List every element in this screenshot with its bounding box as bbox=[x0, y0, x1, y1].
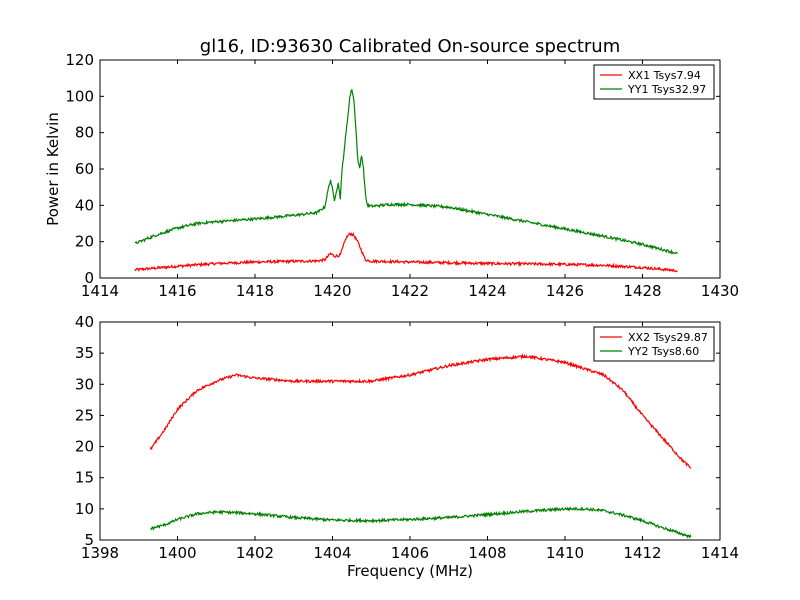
y-tick-label: 15 bbox=[75, 469, 94, 487]
x-tick-label: 1406 bbox=[391, 544, 429, 562]
x-tick-label: 1424 bbox=[468, 282, 506, 300]
legend-label: XX1 Tsys7.94 bbox=[628, 69, 701, 82]
series-line-1-1 bbox=[150, 506, 692, 539]
series-group bbox=[149, 353, 692, 539]
y-axis-label: Power in Kelvin bbox=[44, 112, 62, 226]
x-tick-label: 1430 bbox=[701, 282, 739, 300]
plot-frame bbox=[99, 59, 721, 279]
x-tick-label: 1420 bbox=[313, 282, 351, 300]
y-tick-label: 25 bbox=[75, 406, 94, 424]
y-tick-label: 100 bbox=[65, 87, 94, 105]
x-tick-label: 1418 bbox=[236, 282, 274, 300]
x-tick-label: 1398 bbox=[81, 544, 119, 562]
legend-label: YY2 Tsys8.60 bbox=[627, 345, 699, 358]
x-tick-label: 1428 bbox=[623, 282, 661, 300]
x-tick-label: 1404 bbox=[313, 544, 351, 562]
x-tick-label: 1400 bbox=[158, 544, 196, 562]
series-line-1-0 bbox=[149, 353, 692, 469]
legend-box bbox=[593, 326, 715, 362]
x-tick-label: 1408 bbox=[468, 544, 506, 562]
x-tick-label: 1422 bbox=[391, 282, 429, 300]
y-tick-label: 120 bbox=[65, 51, 94, 69]
x-tick-label: 1414 bbox=[81, 282, 119, 300]
legend-label: XX2 Tsys29.87 bbox=[628, 331, 708, 344]
y-tick-label: 20 bbox=[75, 438, 94, 456]
y-tick-label: 40 bbox=[75, 196, 94, 214]
y-tick-label: 60 bbox=[75, 160, 94, 178]
x-axis-label: Frequency (MHz) bbox=[347, 562, 473, 580]
y-tick-label: 35 bbox=[75, 344, 94, 362]
x-tick-label: 1416 bbox=[158, 282, 196, 300]
plot-frame bbox=[99, 321, 721, 541]
y-tick-label: 80 bbox=[75, 124, 94, 142]
x-tick-label: 1402 bbox=[236, 544, 274, 562]
y-tick-label: 20 bbox=[75, 233, 94, 251]
legend-label: YY1 Tsys32.97 bbox=[627, 83, 706, 96]
series-group bbox=[134, 88, 678, 273]
bottom-panel: 1398 1400 1402 1404 1406 1408 1410 1412 1414 5 10 1… bbox=[75, 313, 739, 580]
top-panel: 1414 1416 1418 1420 1422 1424 1426 1428 1430 0 20 4… bbox=[44, 36, 739, 300]
x-tick-label: 1426 bbox=[546, 282, 584, 300]
y-tick-label: 30 bbox=[75, 375, 94, 393]
legend-box bbox=[593, 64, 715, 100]
chart-title: gl16, ID:93630 Calibrated On-source spec… bbox=[200, 36, 620, 57]
y-tick-label: 40 bbox=[75, 313, 94, 331]
x-tick-label: 1414 bbox=[701, 544, 739, 562]
x-tick-label: 1412 bbox=[623, 544, 661, 562]
y-tick-label: 0 bbox=[84, 269, 94, 287]
series-line-0-0 bbox=[134, 231, 678, 273]
series-line-0-1 bbox=[134, 88, 678, 255]
y-tick-label: 10 bbox=[75, 500, 94, 518]
x-tick-label: 1410 bbox=[546, 544, 584, 562]
y-tick-label: 5 bbox=[84, 531, 94, 549]
